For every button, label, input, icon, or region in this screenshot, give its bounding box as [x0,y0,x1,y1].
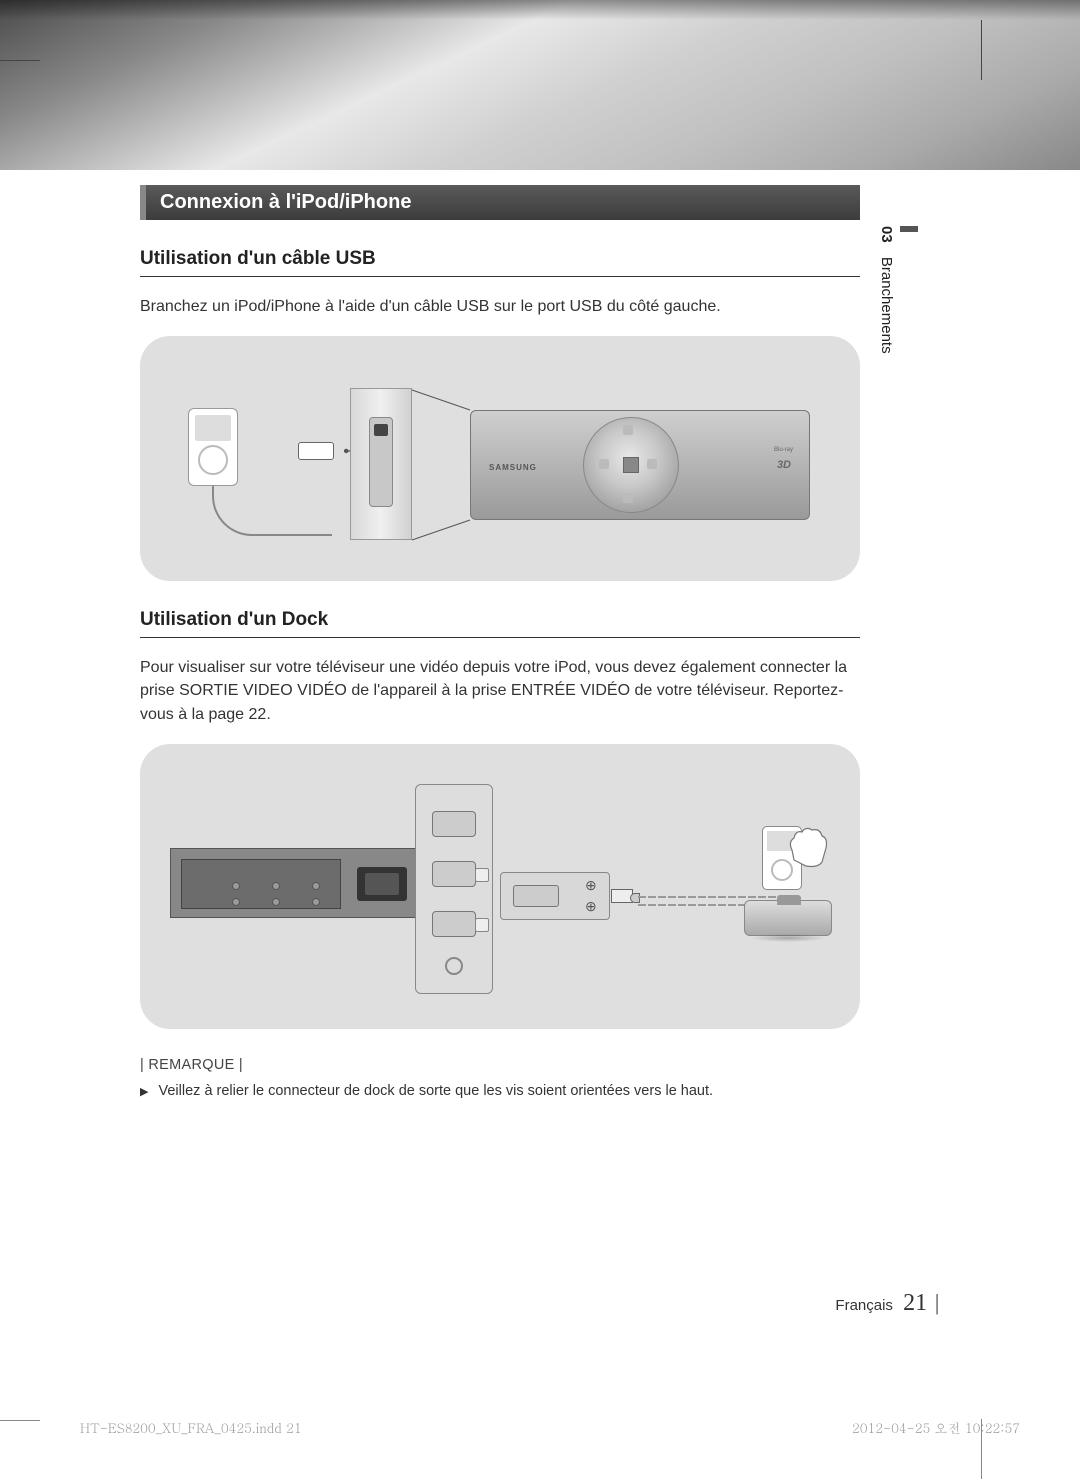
usb-cable-line [212,486,332,536]
remark-item: ▶ Veillez à relier le connecteur de dock… [140,1083,860,1099]
section-title-bar: Connexion à l'iPod/iPhone [140,185,860,220]
callout-lines [412,390,472,545]
figure-usb-connection: SAMSUNG Blu-ray 3D [140,336,860,581]
footer-language: Français [835,1297,893,1314]
remark-text: Veillez à relier le connecteur de dock d… [159,1083,714,1099]
crop-mark [0,60,40,61]
bluray-label: Blu-ray [774,447,793,453]
control-button-icon [623,493,633,503]
port-dot-icon [272,882,280,890]
footer-pipe: | [934,1290,940,1315]
indd-footer-left: HT-ES8200_XU_FRA_0425.indd 21 [80,1418,302,1437]
section-title: Connexion à l'iPod/iPhone [160,191,411,213]
dock-port-slot [357,867,407,901]
subsection-text-usb: Branchez un iPod/iPhone à l'aide d'un câ… [140,295,860,318]
page-content: Connexion à l'iPod/iPhone Utilisation d'… [140,185,860,1099]
port-dot-icon [312,882,320,890]
jack-icon [611,889,633,903]
side-tab-marker [900,226,918,232]
usb-port-icon [369,417,393,507]
connector-plug-icon [432,811,476,837]
port-dot-icon [312,898,320,906]
dock-base-icon [744,900,832,936]
device-side-panel [350,388,412,540]
brand-label: SAMSUNG [489,463,537,472]
ipod-icon [188,408,238,486]
screw-icons [585,879,603,913]
connector-plug-icon [432,861,476,887]
subsection-text-dock: Pour visualiser sur votre téléviseur une… [140,656,860,726]
ipod-dock [744,826,832,946]
back-panel-ports [181,859,341,909]
logo-3d: 3D [777,459,791,471]
control-button-icon [647,459,657,469]
port-dot-icon [232,882,240,890]
connector-hole-icon [445,957,463,975]
connector-plug-icon [432,911,476,937]
page-footer: Français 21 | [835,1290,940,1317]
dock-connector-panel [415,784,493,994]
dock-shadow [750,934,826,942]
control-button-icon [599,459,609,469]
triangle-bullet-icon: ▶ [140,1086,148,1098]
port-dot-icon [272,898,280,906]
crop-mark [0,1420,40,1421]
figure-dock-connection [140,744,860,1029]
port-dot-icon [232,898,240,906]
top-gradient-banner [0,0,1080,170]
subsection-heading-dock: Utilisation d'un Dock [140,609,860,638]
footer-page-number: 21 [903,1290,927,1316]
chapter-number: 03 [878,226,895,243]
remark-label: | REMARQUE | [140,1057,860,1073]
crop-mark [981,20,982,80]
video-plug-icon [513,885,559,907]
hand-icon [782,820,832,870]
chapter-title: Branchements [878,257,895,354]
video-connector-box [500,872,610,920]
usb-plug-icon [298,442,334,460]
control-button-icon [623,425,633,435]
side-chapter-tab: 03 Branchements [878,226,895,354]
main-unit-front: SAMSUNG Blu-ray 3D [470,410,810,520]
subsection-heading-usb: Utilisation d'un câble USB [140,248,860,277]
indd-footer-right: 2012-04-25 오전 10:22:57 [852,1418,1020,1437]
device-back-panel [170,848,420,918]
